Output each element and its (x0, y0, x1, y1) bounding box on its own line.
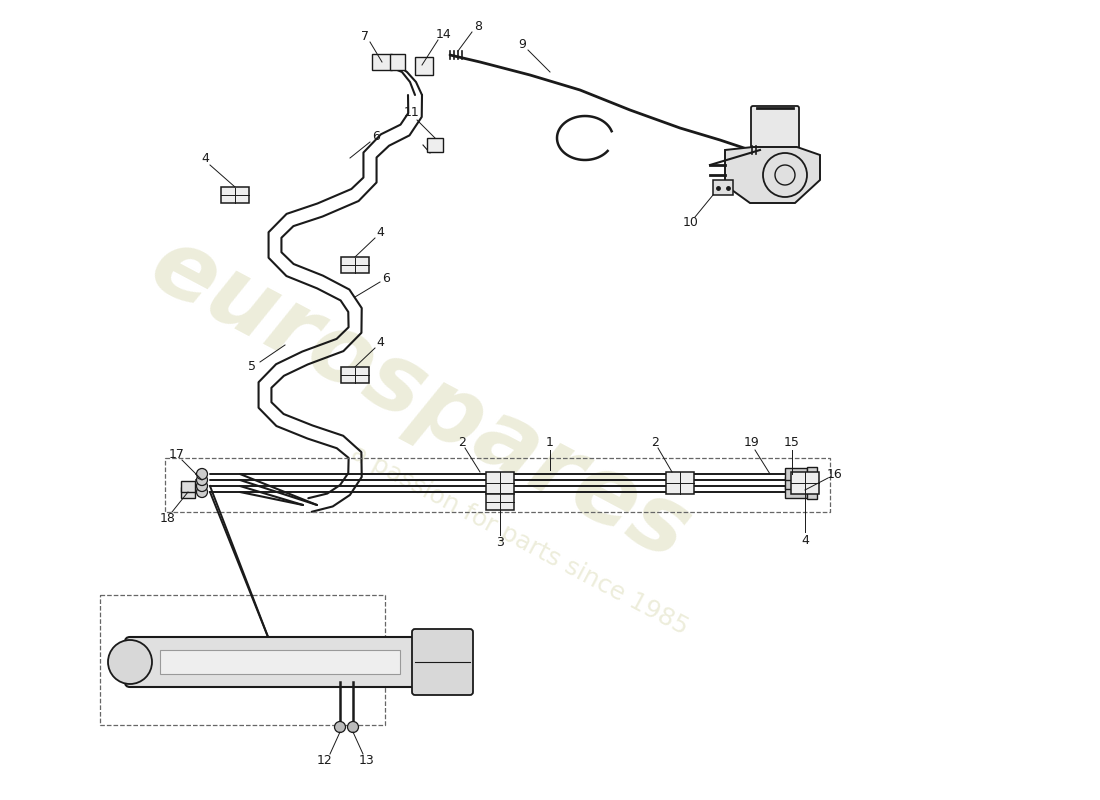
Text: 5: 5 (248, 361, 256, 374)
Bar (341, 258, 368, 273)
Bar (666, 472, 694, 494)
Bar (486, 472, 514, 494)
Text: 15: 15 (784, 437, 800, 450)
Text: 8: 8 (474, 19, 482, 33)
Text: 12: 12 (317, 754, 333, 767)
Circle shape (197, 474, 208, 486)
Text: 4: 4 (201, 151, 209, 165)
Text: 18: 18 (161, 511, 176, 525)
Circle shape (334, 722, 345, 733)
Text: 2: 2 (651, 435, 659, 449)
Bar (427, 138, 443, 152)
Text: a passion for parts since 1985: a passion for parts since 1985 (348, 441, 693, 639)
Text: 19: 19 (744, 437, 760, 450)
Bar (807, 485, 817, 499)
Text: 17: 17 (169, 447, 185, 461)
Bar (341, 367, 368, 382)
Text: 13: 13 (359, 754, 375, 767)
Text: 6: 6 (372, 130, 379, 143)
Text: 1: 1 (546, 437, 554, 450)
Text: 10: 10 (683, 217, 698, 230)
Polygon shape (725, 147, 820, 203)
Text: 14: 14 (436, 27, 452, 41)
Text: 4: 4 (376, 226, 384, 238)
Text: eurospares: eurospares (134, 219, 705, 581)
FancyBboxPatch shape (751, 106, 799, 152)
Bar (389, 54, 405, 70)
Bar (785, 477, 807, 489)
Bar (221, 187, 249, 202)
Circle shape (197, 486, 208, 498)
Bar (160, 650, 400, 674)
Bar (415, 57, 433, 75)
Text: 16: 16 (827, 467, 843, 481)
Circle shape (348, 722, 359, 733)
FancyBboxPatch shape (412, 629, 473, 695)
Text: 11: 11 (404, 106, 420, 119)
Circle shape (108, 640, 152, 684)
FancyBboxPatch shape (125, 637, 446, 687)
Bar (182, 486, 195, 498)
Bar (807, 467, 817, 481)
Text: 2: 2 (458, 435, 466, 449)
Text: 9: 9 (518, 38, 526, 51)
Circle shape (197, 469, 208, 479)
Text: 7: 7 (361, 30, 368, 42)
Text: 6: 6 (382, 271, 389, 285)
Bar (785, 468, 807, 480)
Bar (807, 476, 817, 490)
Bar (791, 472, 820, 494)
Text: 4: 4 (376, 335, 384, 349)
Text: 4: 4 (801, 534, 808, 546)
Bar (713, 180, 733, 195)
Text: 3: 3 (496, 535, 504, 549)
Bar (486, 494, 514, 510)
Bar (372, 54, 392, 70)
Bar (785, 486, 807, 498)
Circle shape (197, 481, 208, 491)
Bar (182, 481, 195, 491)
